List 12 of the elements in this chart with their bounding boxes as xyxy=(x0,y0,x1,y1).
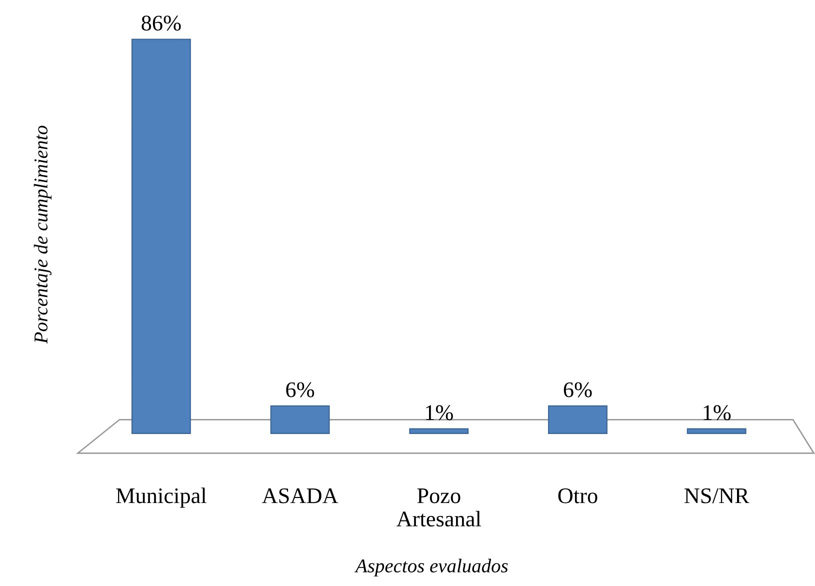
data-label: 1% xyxy=(426,405,453,420)
x-tick-label: Pozo Artesanal xyxy=(396,488,482,527)
y-axis-title: Porcentaje de cumplimiento xyxy=(34,126,52,344)
x-axis-title: Aspectos evaluados xyxy=(354,558,508,576)
data-label: 6% xyxy=(286,382,314,398)
x-tick-label: NS/NR xyxy=(684,488,750,504)
x-tick-label: Otro xyxy=(558,488,598,504)
data-label: 1% xyxy=(704,405,731,420)
data-label: 86% xyxy=(142,16,181,31)
x-tick-label: ASADA xyxy=(262,488,338,504)
x-tick-label: Municipal xyxy=(116,488,206,508)
data-label: 6% xyxy=(564,382,592,398)
